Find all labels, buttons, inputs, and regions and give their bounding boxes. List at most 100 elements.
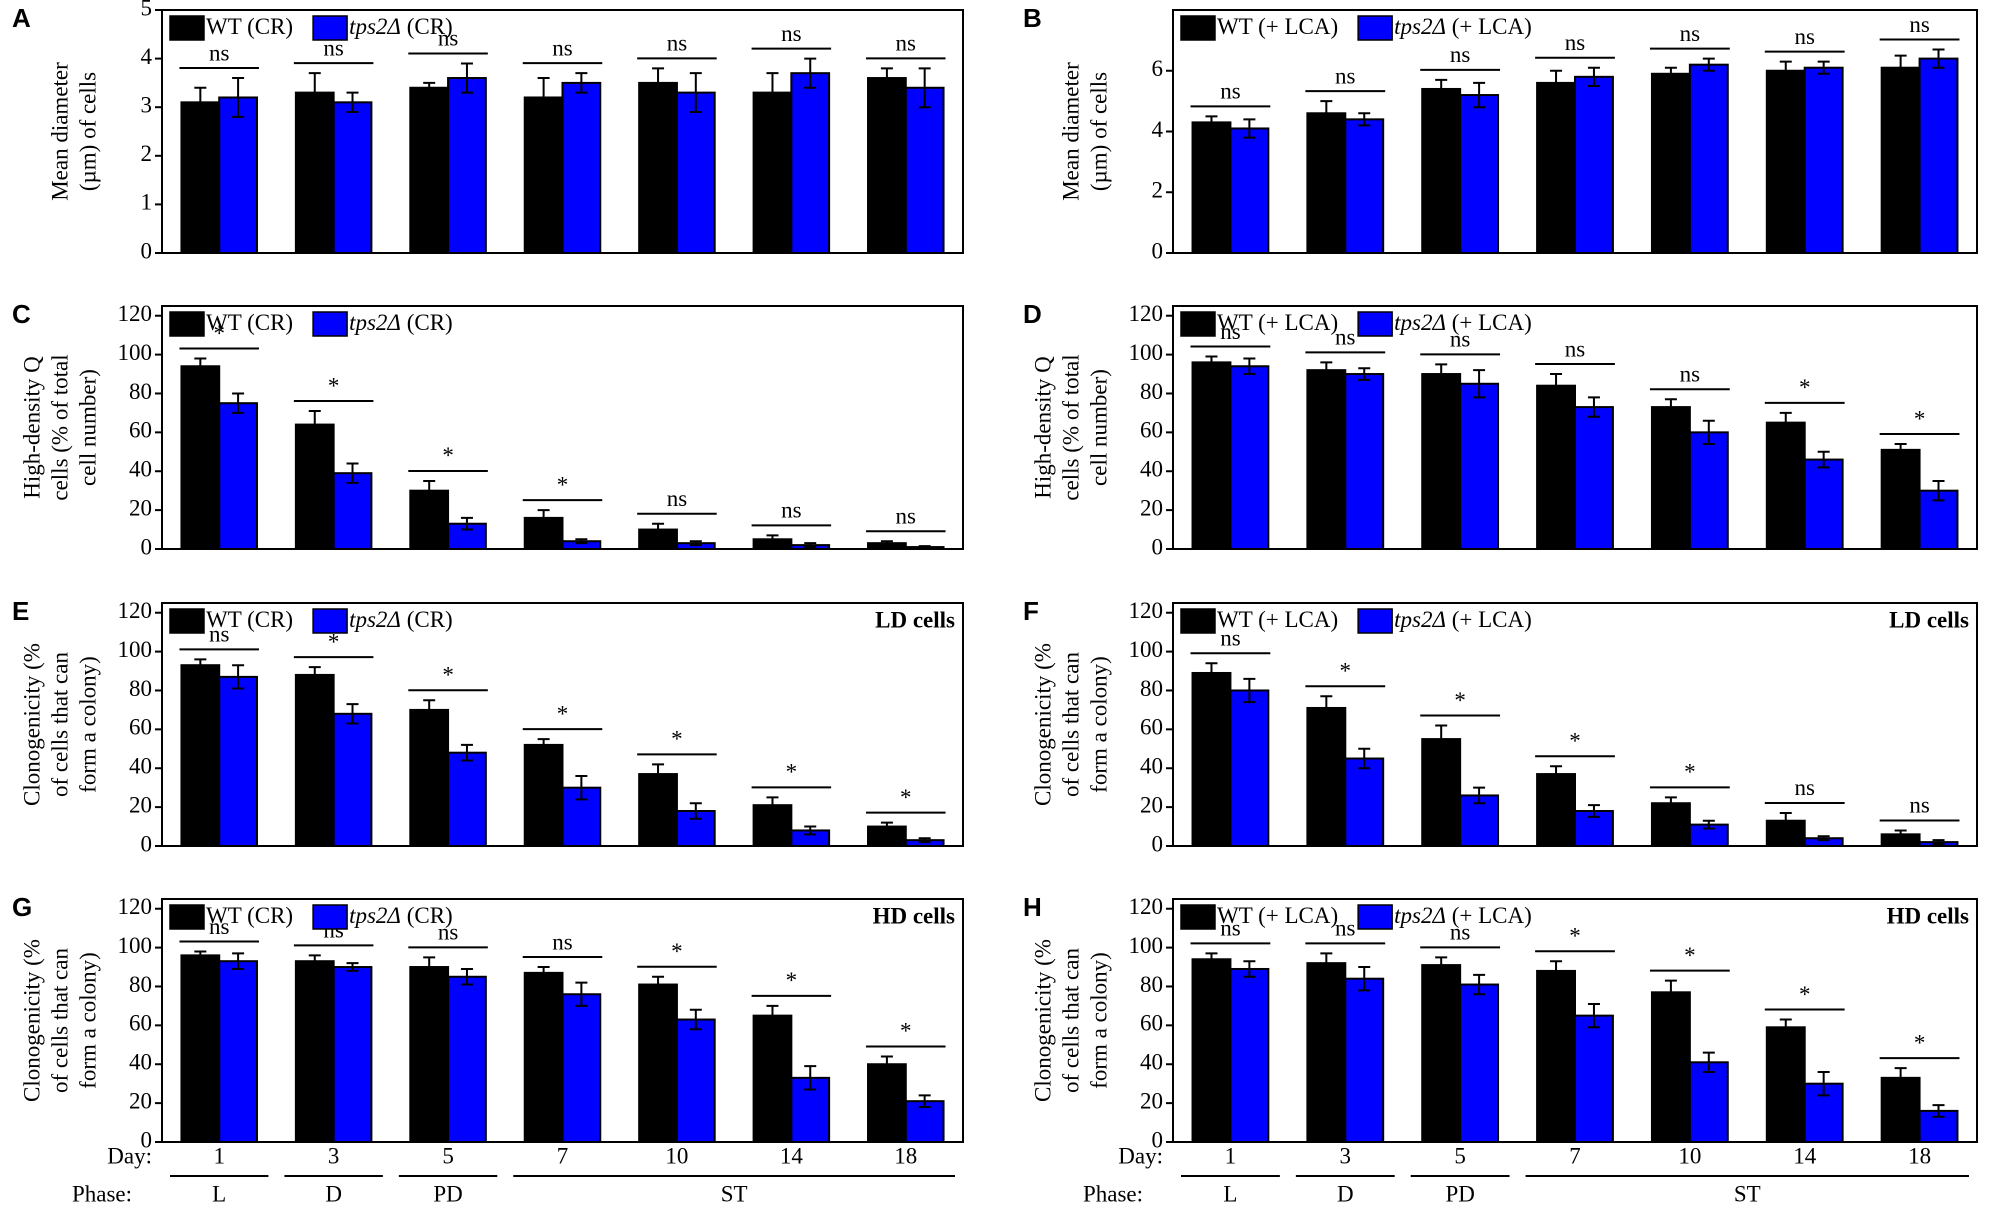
error-bar (1358, 747, 1371, 770)
significance-label: * (671, 939, 683, 964)
legend-label-part: (CR) (401, 903, 453, 928)
significance-label: * (786, 968, 798, 993)
error-bar (423, 479, 436, 502)
significance-label: * (1799, 982, 1811, 1007)
legend-label-part: (+ LCA) (1446, 310, 1532, 335)
legend-label-part: (+ LCA) (1252, 607, 1338, 632)
error-bar (346, 462, 359, 484)
bar (752, 1014, 793, 1144)
bar (904, 86, 945, 255)
significance-label: ns (209, 40, 230, 65)
legend-swatch (312, 311, 348, 337)
plot-frame (1172, 305, 1978, 550)
y-axis-label: form a colony) (75, 656, 100, 793)
error-bar (918, 1094, 931, 1109)
bar (561, 993, 602, 1143)
y-axis-label: form a colony) (1086, 656, 1111, 793)
significance-label: ns (896, 504, 917, 529)
bar (1344, 977, 1385, 1143)
error-bar (1320, 361, 1333, 379)
significance-label: * (900, 785, 912, 810)
error-bar (1243, 960, 1256, 978)
legend-label-part: WT (206, 14, 242, 39)
bar (1421, 373, 1462, 551)
phase-label: ST (721, 1181, 748, 1206)
x-tick-label: 1 (213, 1143, 225, 1168)
error-bar (1435, 724, 1448, 754)
legend-label-part: (CR) (241, 903, 293, 928)
y-axis-label: cells (% of total (47, 354, 72, 500)
bar (409, 708, 450, 847)
bar (867, 77, 907, 255)
significance-label: ns (781, 498, 802, 523)
y-tick-label: 100 (1129, 933, 1164, 958)
bar (218, 960, 258, 1144)
error-bar (232, 952, 245, 970)
bar (1536, 384, 1577, 551)
phase-title: Phase: (1083, 1181, 1143, 1206)
bar (1803, 458, 1844, 550)
error-bar (460, 967, 473, 986)
x-tick-label: 3 (328, 1143, 340, 1168)
significance-label: * (557, 472, 569, 497)
legend-swatch (169, 311, 205, 337)
error-bar (804, 542, 817, 549)
bar (1459, 983, 1500, 1144)
error-bar (880, 1055, 893, 1074)
error-bar (1932, 1104, 1945, 1118)
bar (523, 971, 564, 1144)
error-bar (1702, 419, 1715, 446)
legend-label-part: (+ LCA) (1446, 607, 1532, 632)
error-bar (537, 77, 550, 118)
legend-label-part: (+ LCA) (1446, 14, 1532, 39)
error-bar (1664, 398, 1677, 416)
error-bar (1205, 952, 1218, 967)
error-bar (1894, 54, 1907, 81)
error-bar (232, 392, 245, 414)
panel-label: H (1023, 892, 1042, 922)
error-bar (423, 956, 436, 978)
bar (523, 743, 564, 847)
legend-label: tps2Δ (CR) (349, 14, 453, 39)
y-tick-label: 1 (141, 190, 153, 215)
legend-label-part: tps2Δ (349, 14, 401, 39)
bar (1344, 757, 1385, 848)
bar (218, 96, 258, 255)
error-bar (1358, 966, 1371, 992)
significance-label: ns (1680, 21, 1701, 46)
significance-label: ns (667, 486, 688, 511)
y-tick-label: 6 (1152, 56, 1164, 81)
significance-label: ns (1335, 916, 1356, 941)
legend-label-part: (CR) (401, 607, 453, 632)
bar (561, 81, 602, 255)
error-bar (460, 743, 473, 762)
y-axis-label: Clonogenicity (% (19, 939, 44, 1102)
bar (1688, 63, 1729, 254)
legend-label: WT (CR) (206, 903, 293, 928)
error-bar (194, 950, 207, 961)
significance-label: * (328, 373, 340, 398)
significance-label: * (442, 443, 454, 468)
y-tick-label: 80 (1140, 379, 1163, 404)
error-bar (232, 77, 245, 118)
error-bar (1664, 66, 1677, 81)
significance-label: ns (1680, 362, 1701, 387)
significance-label: * (1340, 659, 1352, 684)
bar (1306, 962, 1347, 1143)
bar (1574, 1014, 1614, 1144)
legend-label: tps2Δ (+ LCA) (1394, 14, 1532, 39)
error-bar (880, 540, 893, 547)
error-bar (1550, 373, 1563, 399)
bar (752, 91, 793, 255)
error-bar (1473, 81, 1486, 109)
error-bar (1894, 829, 1907, 840)
legend-label-part: (+ LCA) (1252, 903, 1338, 928)
error-bar (194, 658, 207, 673)
error-bar (1550, 960, 1563, 982)
significance-label: * (1454, 688, 1466, 713)
error-bar (1779, 411, 1792, 434)
x-tick-label: 14 (780, 1143, 804, 1168)
y-tick-label: 40 (129, 754, 152, 779)
error-bar (804, 825, 817, 836)
bar (1229, 127, 1270, 254)
